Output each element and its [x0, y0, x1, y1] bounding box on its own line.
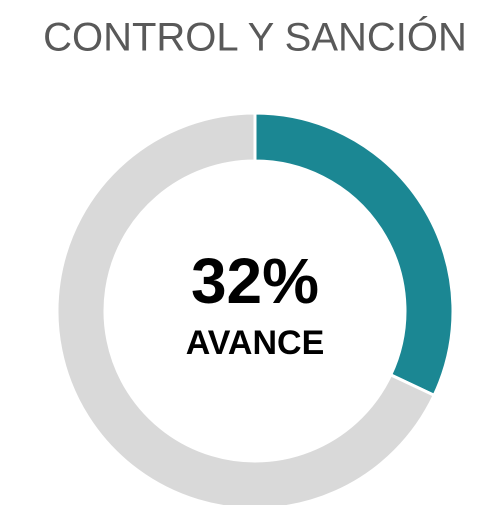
center-label: AVANCE	[186, 324, 325, 362]
chart-title: CONTROL Y SANCIÓN	[43, 15, 467, 60]
center-value: 32%	[191, 245, 319, 317]
donut	[55, 111, 455, 505]
donut-segment	[55, 111, 437, 505]
